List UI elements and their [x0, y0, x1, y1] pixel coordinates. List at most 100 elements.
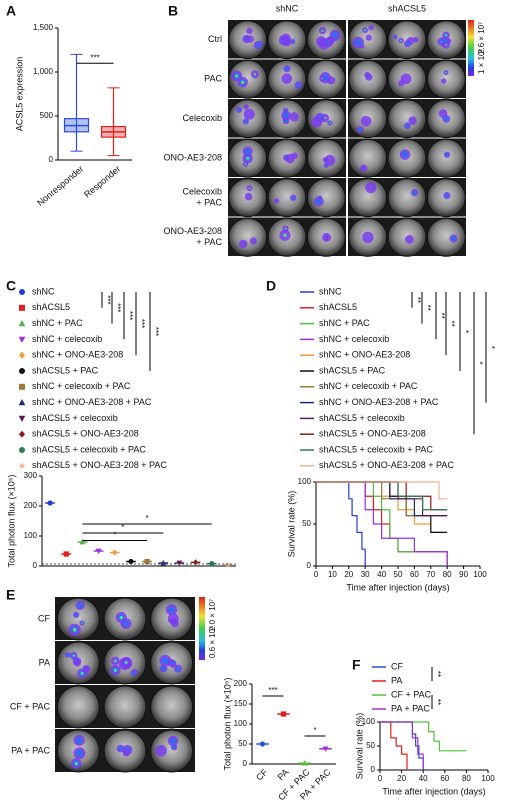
legend-label: PA	[391, 675, 402, 685]
signal	[296, 83, 301, 88]
marker	[128, 558, 134, 565]
marker	[160, 559, 167, 566]
signal	[316, 36, 327, 47]
signal	[244, 148, 251, 155]
y-tick-label: 200	[234, 679, 248, 688]
legend-marker	[18, 462, 26, 469]
signal	[74, 613, 78, 617]
signal	[162, 657, 169, 665]
legend-label: shACSL5 + PAC	[319, 365, 386, 375]
signal	[76, 737, 83, 744]
signal	[175, 666, 181, 671]
y-tick-label: 100	[362, 717, 376, 726]
colorbar-label: 1 × 10²	[477, 49, 486, 74]
signal	[322, 232, 332, 242]
signal	[114, 659, 117, 663]
survival-curve	[316, 481, 448, 500]
signal	[444, 193, 449, 198]
marker	[47, 500, 53, 506]
well	[150, 685, 194, 729]
signal	[73, 659, 81, 667]
legend-label: shNC + ONO-AE3-208 + PAC	[32, 397, 152, 407]
significance: ***	[90, 53, 99, 62]
signal	[402, 151, 408, 158]
signal	[441, 78, 447, 84]
signal	[359, 164, 368, 172]
well	[228, 217, 268, 257]
signal	[445, 71, 447, 74]
signal	[360, 115, 372, 127]
legend-marker	[18, 336, 26, 343]
x-tick-label: 80	[443, 570, 452, 579]
survival-curve	[380, 721, 408, 770]
row-label: Celecoxib	[182, 187, 222, 197]
colorbar-label: 0.6 × 10⁴	[208, 625, 217, 658]
well	[56, 597, 100, 641]
x-axis-label: Time after injection (days)	[346, 582, 449, 592]
y-tick-label: 150	[234, 699, 248, 708]
signal	[289, 112, 299, 122]
row-label: PAC	[204, 74, 222, 84]
well	[348, 178, 388, 218]
signal	[238, 239, 248, 249]
signal	[237, 108, 241, 112]
well	[267, 178, 307, 218]
significance: ***	[137, 319, 146, 328]
signal	[76, 749, 83, 757]
signal	[170, 617, 177, 625]
x-tick-label: 100	[473, 570, 487, 579]
signal	[412, 190, 417, 195]
signal	[241, 80, 245, 84]
signal	[172, 745, 176, 749]
signal	[113, 668, 117, 672]
signal	[291, 40, 295, 43]
signal	[155, 744, 167, 757]
y-tick-label: 0	[371, 765, 376, 774]
well	[150, 729, 194, 773]
legend-marker	[19, 304, 25, 311]
well	[387, 99, 427, 139]
signal	[281, 33, 291, 44]
significance: *	[313, 726, 316, 735]
legend-marker	[19, 351, 25, 359]
y-tick-label: 500	[40, 111, 54, 120]
signal	[246, 27, 253, 35]
y-axis-label: Survival rate (%)	[286, 491, 296, 558]
legend-label: shACSL5 + celecoxib + PAC	[32, 444, 146, 454]
signal	[244, 163, 247, 165]
signal	[249, 237, 258, 245]
signal	[364, 29, 366, 32]
colorbar-label: 2.6 × 10⁷	[477, 22, 486, 54]
signal	[246, 156, 250, 160]
signal	[81, 622, 83, 624]
panel-label: A	[6, 3, 16, 19]
legend-label: shACSL5 + celecoxib	[319, 413, 405, 423]
signal	[72, 627, 77, 632]
row-label: Ctrl	[208, 34, 222, 44]
signal	[283, 112, 289, 119]
x-tick-label: 20	[397, 774, 406, 783]
signal	[326, 36, 335, 45]
legend-label: shACSL5 + ONO-AE3-208	[319, 429, 426, 439]
x-tick-label: 100	[481, 774, 495, 783]
signal	[77, 602, 83, 608]
significance: **	[433, 671, 442, 677]
y-tick-label: 1,000	[33, 67, 54, 76]
signal	[328, 122, 331, 124]
legend-label: CF + PAC	[391, 689, 432, 699]
x-tick-label: 30	[361, 570, 370, 579]
marker	[322, 746, 329, 752]
row-label: CF	[38, 613, 50, 623]
well	[387, 178, 427, 218]
panel-label: B	[168, 3, 178, 19]
signal	[170, 738, 176, 744]
marker	[259, 741, 266, 747]
signal	[65, 653, 70, 657]
x-tick-label: 10	[328, 570, 337, 579]
marker	[95, 548, 102, 555]
signal	[161, 666, 166, 671]
signal	[123, 620, 130, 627]
y-axis-label: Survival rate (%)	[354, 713, 364, 780]
row-label: + PAC	[196, 237, 222, 247]
legend-marker	[18, 399, 26, 406]
